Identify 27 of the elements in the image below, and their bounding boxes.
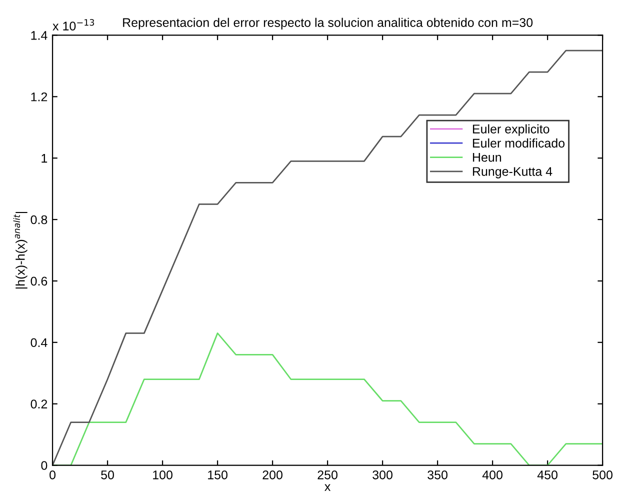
legend-label: Heun <box>472 153 502 162</box>
y-tick-label: 0 <box>41 461 48 470</box>
x-tick-label: 350 <box>428 470 448 480</box>
y-tick-label: 0.8 <box>30 215 48 224</box>
x-tick-label: 500 <box>592 470 612 480</box>
x-tick-label: 150 <box>208 470 228 480</box>
y-tick-label: 1 <box>42 154 48 163</box>
x-tick-label: 450 <box>537 470 558 480</box>
x-tick-label: 250 <box>318 470 338 480</box>
x-tick-label: 400 <box>482 470 502 480</box>
y-tick-label: 1.2 <box>31 92 48 102</box>
y-tick-label: 1.4 <box>31 31 48 40</box>
y-tick-label: 0.2 <box>30 400 48 408</box>
x-tick-label: 50 <box>101 470 114 480</box>
legend-label: Euler modificado <box>472 138 565 148</box>
x-tick-label: 300 <box>372 470 392 480</box>
x-tick-label: 100 <box>153 470 172 480</box>
x-tick-label: 0 <box>50 470 56 480</box>
text: x 10$^{−13}$ <box>52 19 94 30</box>
x-axis-title: x <box>324 484 331 491</box>
y-tick-label: 0.6 <box>30 276 48 286</box>
y-axis-title: |h(x)-h(x)$^{analit}$| <box>13 212 28 288</box>
y-tick-label: 0.4 <box>30 338 48 348</box>
x-tick-label: 200 <box>262 470 282 480</box>
chart-title: Representacion del error respecto la solucion analitica obtenido con m=30 <box>123 18 533 30</box>
legend-label: Euler explicito <box>472 124 550 136</box>
legend-label: Runge-Kutta 4 <box>472 167 552 178</box>
